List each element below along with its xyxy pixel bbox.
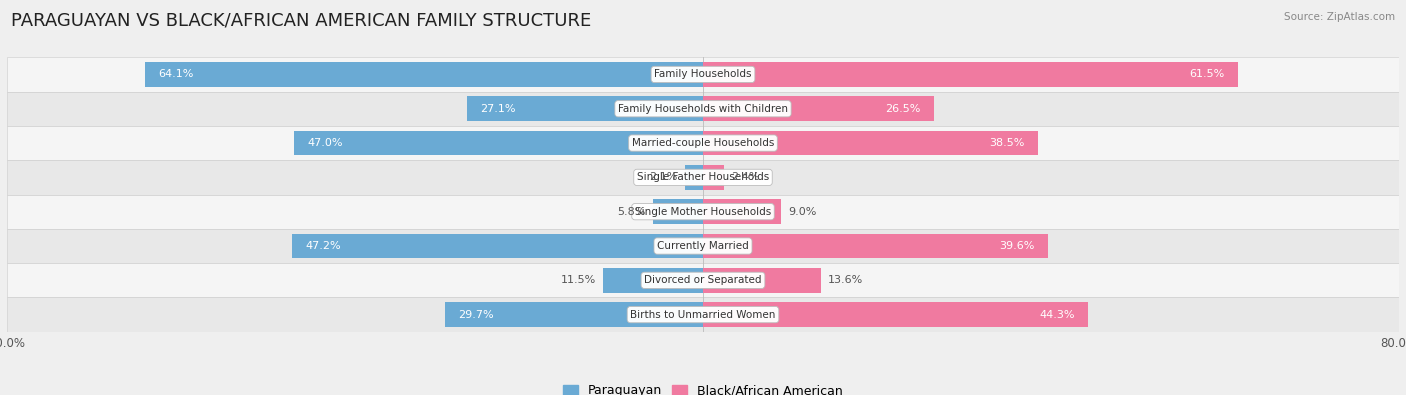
Bar bbox=[703, 96, 934, 121]
Bar bbox=[652, 199, 703, 224]
Text: 5.8%: 5.8% bbox=[617, 207, 645, 217]
Bar bbox=[467, 96, 703, 121]
Text: Currently Married: Currently Married bbox=[657, 241, 749, 251]
Bar bbox=[7, 57, 1399, 92]
Text: Family Households: Family Households bbox=[654, 70, 752, 79]
Text: 44.3%: 44.3% bbox=[1040, 310, 1076, 320]
Bar bbox=[703, 131, 1038, 155]
Bar bbox=[7, 194, 1399, 229]
Text: Single Father Households: Single Father Households bbox=[637, 172, 769, 182]
Bar bbox=[292, 234, 703, 258]
Bar bbox=[703, 199, 782, 224]
Text: 11.5%: 11.5% bbox=[561, 275, 596, 285]
Bar bbox=[444, 302, 703, 327]
Text: 2.4%: 2.4% bbox=[731, 172, 759, 182]
Legend: Paraguayan, Black/African American: Paraguayan, Black/African American bbox=[558, 380, 848, 395]
Text: 61.5%: 61.5% bbox=[1189, 70, 1225, 79]
Bar bbox=[7, 92, 1399, 126]
Text: 26.5%: 26.5% bbox=[886, 104, 921, 114]
Bar bbox=[7, 229, 1399, 263]
Text: 29.7%: 29.7% bbox=[458, 310, 494, 320]
Text: 47.0%: 47.0% bbox=[307, 138, 343, 148]
Text: Family Households with Children: Family Households with Children bbox=[619, 104, 787, 114]
Text: 2.1%: 2.1% bbox=[650, 172, 678, 182]
Bar bbox=[7, 297, 1399, 332]
Bar bbox=[603, 268, 703, 293]
Bar bbox=[703, 234, 1047, 258]
Text: 9.0%: 9.0% bbox=[789, 207, 817, 217]
Text: 13.6%: 13.6% bbox=[828, 275, 863, 285]
Text: Births to Unmarried Women: Births to Unmarried Women bbox=[630, 310, 776, 320]
Text: Single Mother Households: Single Mother Households bbox=[636, 207, 770, 217]
Bar bbox=[7, 263, 1399, 297]
Bar bbox=[703, 62, 1239, 87]
Text: 64.1%: 64.1% bbox=[159, 70, 194, 79]
Bar bbox=[703, 302, 1088, 327]
Bar bbox=[703, 268, 821, 293]
Text: PARAGUAYAN VS BLACK/AFRICAN AMERICAN FAMILY STRUCTURE: PARAGUAYAN VS BLACK/AFRICAN AMERICAN FAM… bbox=[11, 12, 592, 30]
Text: Married-couple Households: Married-couple Households bbox=[631, 138, 775, 148]
Bar bbox=[7, 126, 1399, 160]
Bar bbox=[685, 165, 703, 190]
Bar bbox=[703, 165, 724, 190]
Bar bbox=[7, 160, 1399, 195]
Text: 39.6%: 39.6% bbox=[1000, 241, 1035, 251]
Bar bbox=[145, 62, 703, 87]
Text: Source: ZipAtlas.com: Source: ZipAtlas.com bbox=[1284, 12, 1395, 22]
Bar bbox=[294, 131, 703, 155]
Text: Divorced or Separated: Divorced or Separated bbox=[644, 275, 762, 285]
Text: 47.2%: 47.2% bbox=[305, 241, 342, 251]
Text: 38.5%: 38.5% bbox=[990, 138, 1025, 148]
Text: 27.1%: 27.1% bbox=[481, 104, 516, 114]
